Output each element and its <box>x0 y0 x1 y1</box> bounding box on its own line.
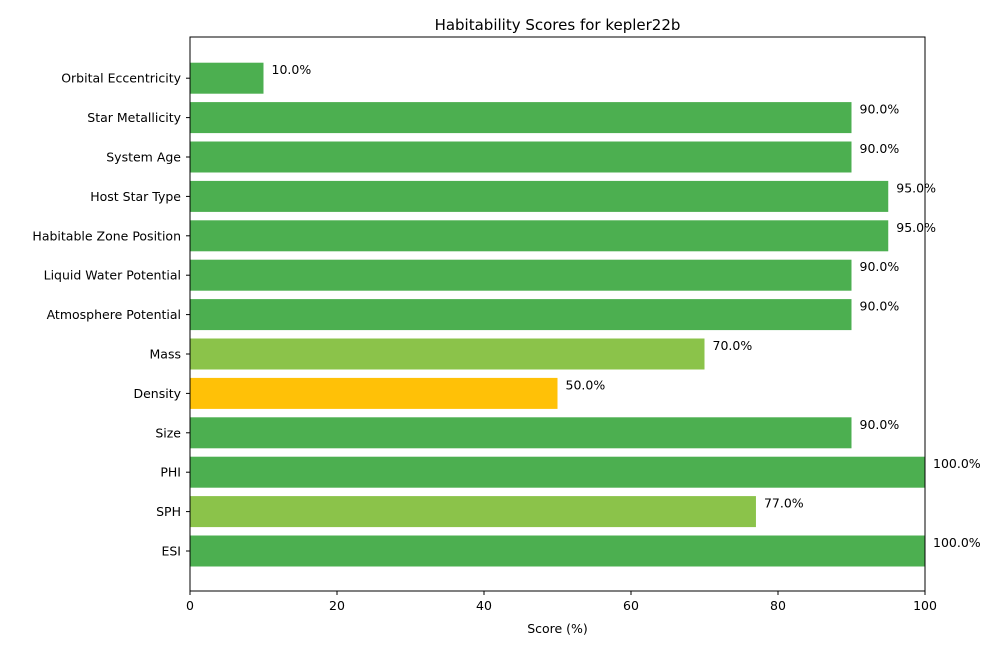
x-tick-label: 60 <box>623 598 639 613</box>
y-tick-label: System Age <box>106 150 181 165</box>
data-labels: 100.0% 77.0% 100.0% 90.0% 50.0% 70.0% 90.0% 90.… <box>272 62 981 550</box>
bar-system-age <box>190 141 852 173</box>
y-tick-label: Size <box>155 425 181 440</box>
y-tick-label: PHI <box>160 465 181 480</box>
y-tick-label: Host Star Type <box>90 189 181 204</box>
y-tick-label: Orbital Eccentricity <box>61 71 181 86</box>
chart-title: Habitability Scores for kepler22b <box>435 16 681 34</box>
y-tick-label: Star Metallicity <box>87 110 181 125</box>
data-label: 95.0% <box>896 220 936 235</box>
y-tick-label: Mass <box>150 347 181 362</box>
x-tick-label: 80 <box>770 598 786 613</box>
data-label: 10.0% <box>272 62 312 77</box>
x-tick-label: 40 <box>476 598 492 613</box>
data-label: 90.0% <box>860 259 900 274</box>
x-axis-label: Score (%) <box>527 621 588 636</box>
bar-atmosphere-potential <box>190 299 852 331</box>
bar-sph <box>190 496 756 528</box>
data-label: 90.0% <box>860 417 900 432</box>
y-tick-label: Density <box>133 386 181 401</box>
y-tick-label: ESI <box>161 544 181 559</box>
bars-group <box>190 62 925 567</box>
x-tick-label: 20 <box>329 598 345 613</box>
y-tick-labels: ESI SPH PHI Size Density Mass Atmosphere Poten… <box>32 71 190 559</box>
data-label: 77.0% <box>764 496 804 511</box>
bar-orbital-eccentricity <box>190 62 264 94</box>
y-tick-label: Liquid Water Potential <box>44 268 181 283</box>
bar-esi <box>190 535 925 567</box>
data-label: 50.0% <box>566 377 606 392</box>
x-tick-label: 0 <box>186 598 194 613</box>
data-label: 70.0% <box>713 338 753 353</box>
x-ticks: 0 20 40 60 80 100 <box>186 591 937 613</box>
bar-phi <box>190 456 925 488</box>
data-label: 100.0% <box>933 456 981 471</box>
y-tick-label: SPH <box>156 504 181 519</box>
bar-liquid-water-potential <box>190 259 852 291</box>
y-tick-label: Habitable Zone Position <box>32 228 181 243</box>
bar-habitable-zone-position <box>190 220 889 252</box>
data-label: 90.0% <box>860 102 900 117</box>
bar-host-star-type <box>190 180 889 212</box>
data-label: 100.0% <box>933 535 981 550</box>
y-tick-label: Atmosphere Potential <box>47 307 181 322</box>
x-tick-label: 100 <box>913 598 937 613</box>
bar-star-metallicity <box>190 102 852 134</box>
plot-frame <box>189 36 926 592</box>
bar-density <box>190 377 558 409</box>
bar-mass <box>190 338 705 370</box>
bar-size <box>190 417 852 449</box>
data-label: 90.0% <box>860 141 900 156</box>
data-label: 95.0% <box>896 180 936 195</box>
data-label: 90.0% <box>860 299 900 314</box>
